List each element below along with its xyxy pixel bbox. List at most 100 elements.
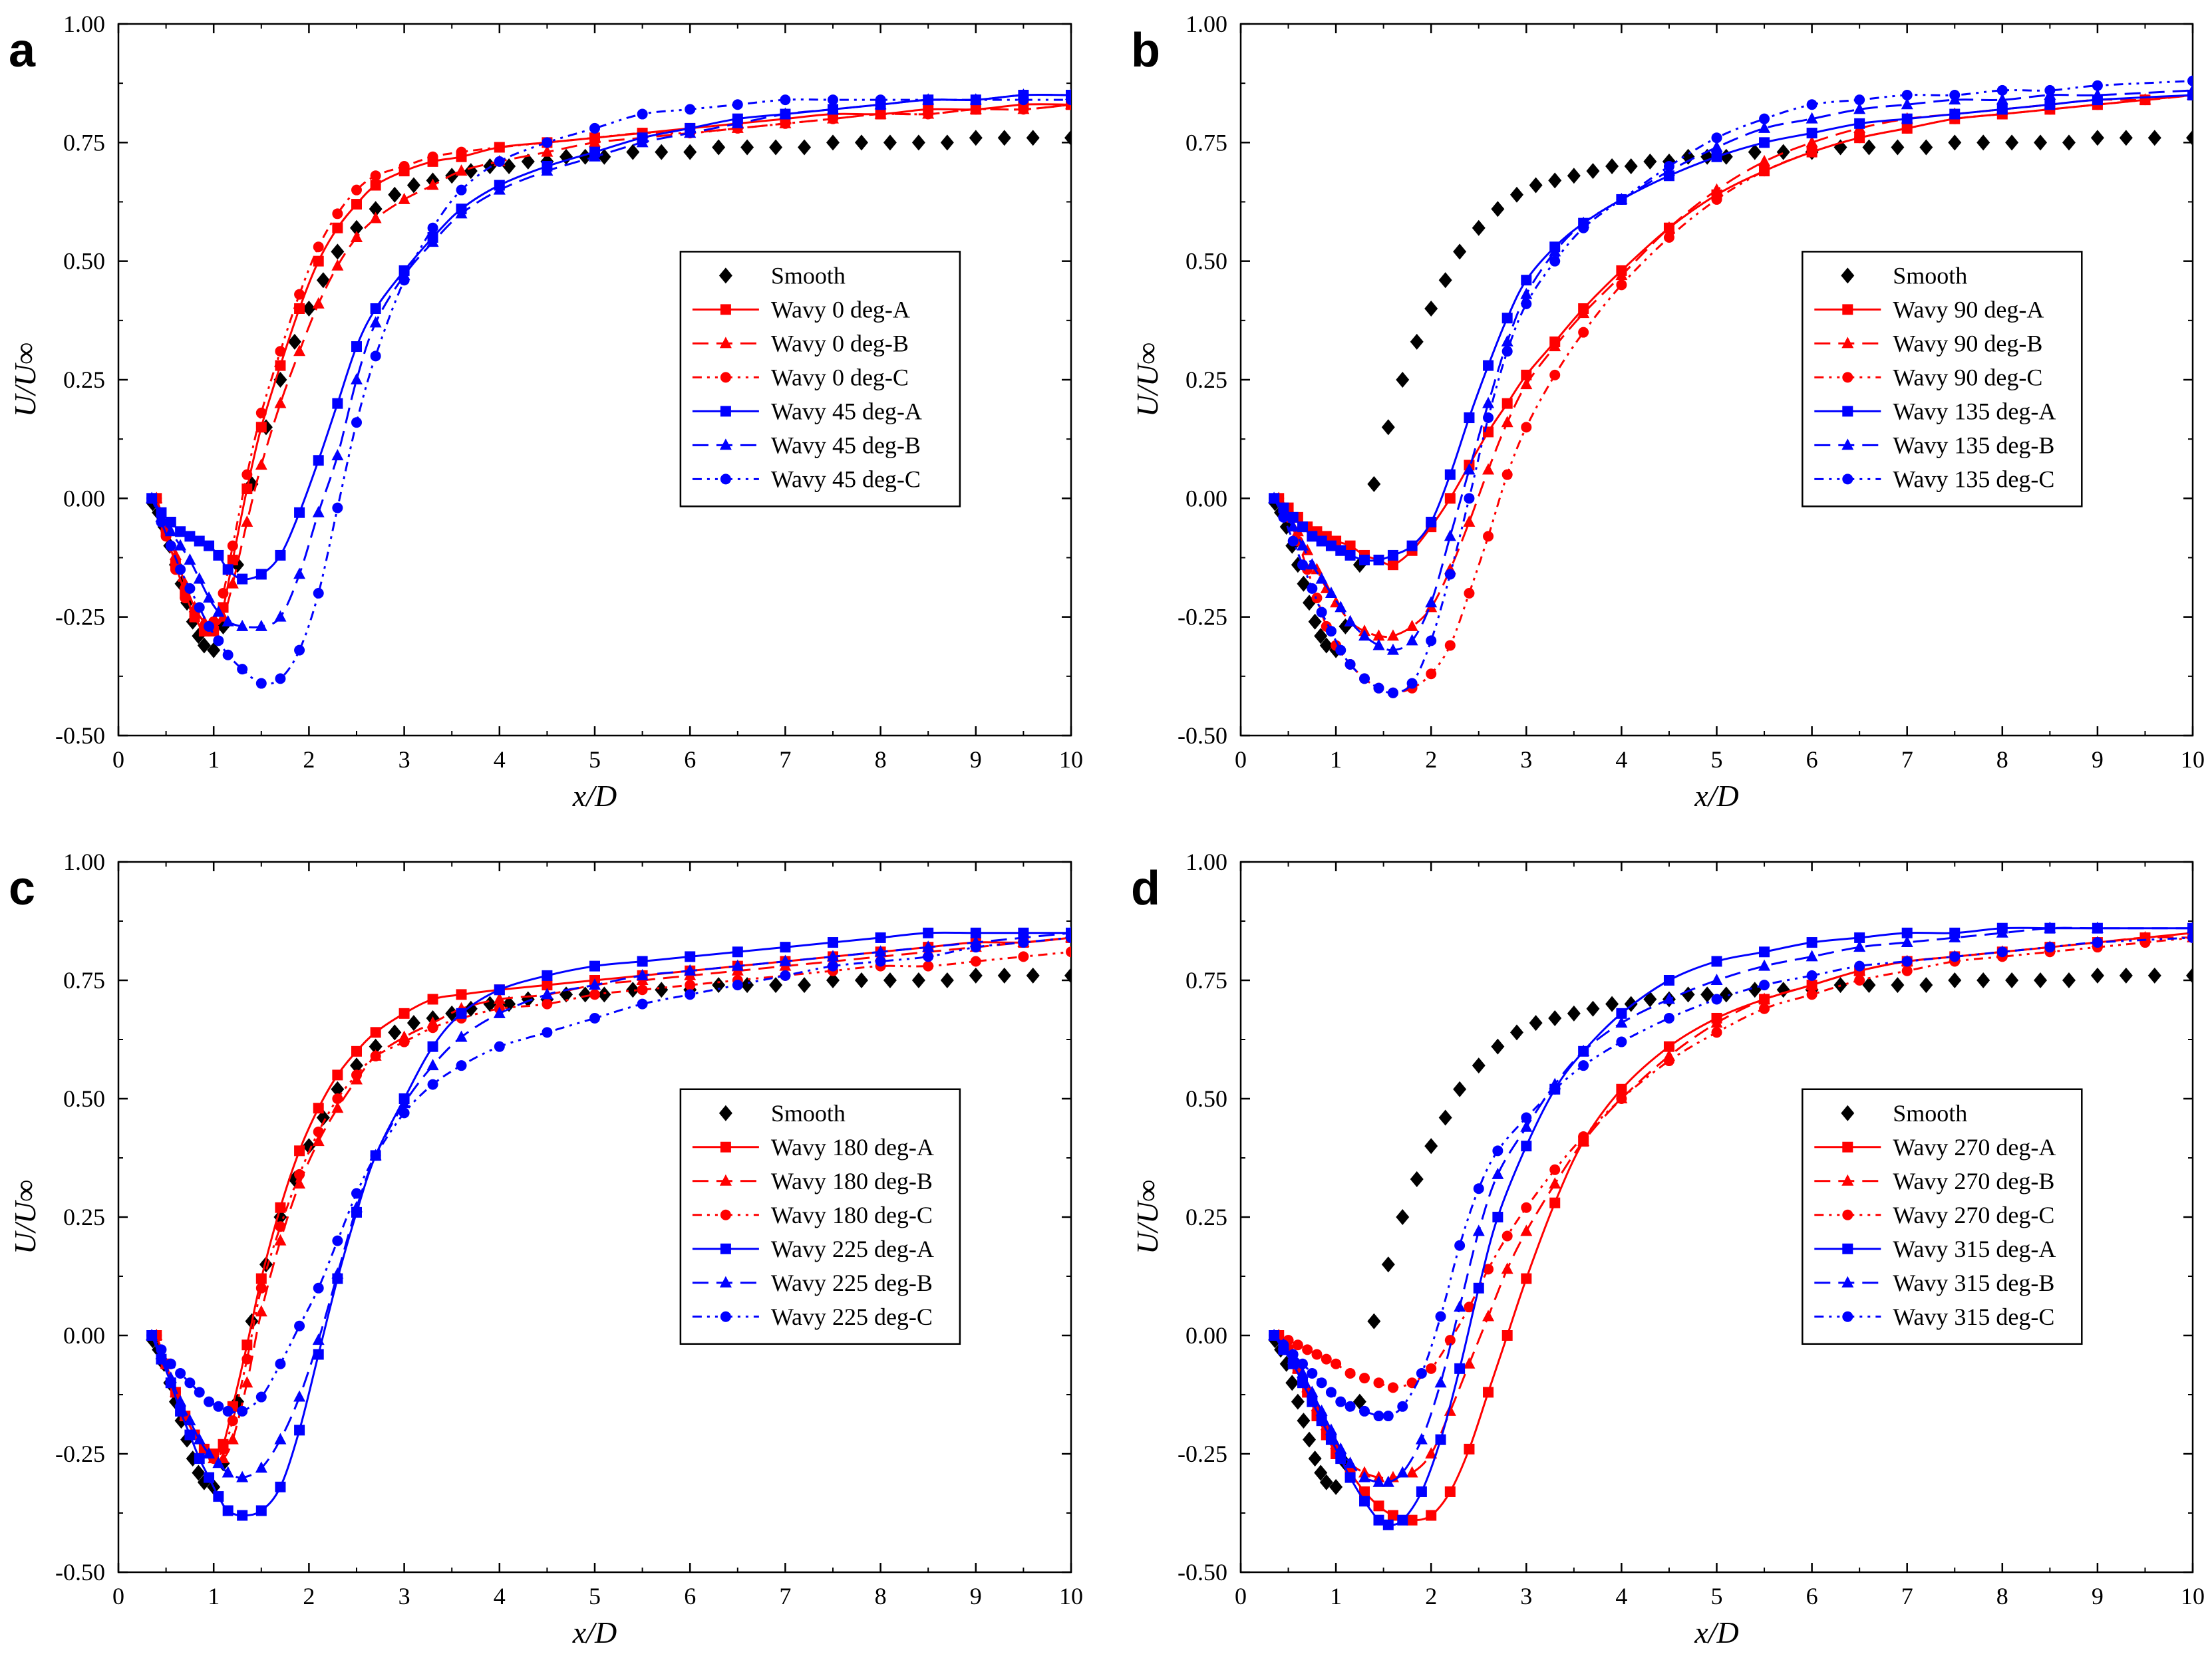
data-point xyxy=(184,1429,196,1441)
data-point xyxy=(456,184,467,196)
data-point xyxy=(274,610,287,622)
data-point xyxy=(1026,130,1040,146)
data-point xyxy=(1616,279,1627,291)
data-point xyxy=(1509,1024,1523,1041)
legend-label: Wavy 180 deg-C xyxy=(771,1202,933,1228)
data-point xyxy=(1438,1109,1452,1126)
data-point xyxy=(685,989,696,1000)
data-point xyxy=(494,984,505,996)
legend-label: Wavy 315 deg-A xyxy=(1893,1236,2056,1262)
data-point xyxy=(222,1505,234,1516)
data-point xyxy=(2090,130,2104,146)
data-point xyxy=(589,1012,600,1024)
data-point xyxy=(1473,1183,1484,1194)
legend-item: Wavy 180 deg-A xyxy=(692,1134,934,1161)
data-point xyxy=(1382,1475,1394,1487)
data-point xyxy=(197,637,211,654)
data-point xyxy=(2186,967,2193,984)
x-tick-label: 6 xyxy=(1806,746,1818,773)
data-point xyxy=(1064,130,1071,146)
x-tick-label: 9 xyxy=(970,1583,982,1609)
data-point xyxy=(1681,148,1695,165)
data-point xyxy=(226,1433,239,1445)
plot-area xyxy=(146,926,1071,1521)
legend-item: Wavy 0 deg-B xyxy=(692,330,909,356)
data-point xyxy=(1663,1041,1674,1052)
data-point xyxy=(2147,967,2161,984)
data-point xyxy=(1854,132,1865,144)
x-tick-label: 8 xyxy=(1996,746,2008,773)
data-point xyxy=(626,144,640,160)
data-point xyxy=(1314,628,1328,644)
data-point xyxy=(798,977,812,994)
data-point xyxy=(1397,1401,1408,1412)
data-point xyxy=(1444,529,1456,541)
data-point xyxy=(388,1024,402,1041)
data-point xyxy=(1901,936,1913,948)
data-point xyxy=(1663,232,1674,243)
data-point xyxy=(483,996,497,1012)
data-point xyxy=(1373,682,1384,694)
data-point xyxy=(1426,668,1437,680)
data-point xyxy=(212,1456,225,1468)
data-point xyxy=(1316,1377,1327,1389)
data-point xyxy=(146,1330,158,1341)
data-point xyxy=(180,593,191,604)
chart-panel-c: c 0 1 2 3 4 5 6 7 8 9 10 -0.50 -0.25 0.00 0.25 0.50 0.75 1… xyxy=(8,849,1083,1649)
legend-marker xyxy=(719,1174,732,1186)
data-point xyxy=(369,316,382,328)
legend-item: Wavy 270 deg-B xyxy=(1814,1168,2054,1194)
data-point xyxy=(1416,1486,1427,1497)
data-point xyxy=(406,177,420,194)
y-tick-label: -0.25 xyxy=(55,1441,105,1467)
data-point xyxy=(780,970,791,981)
data-point xyxy=(227,1415,238,1427)
data-point xyxy=(589,132,600,144)
data-point xyxy=(1287,535,1299,547)
data-point xyxy=(1949,90,1961,100)
x-tick-label: 10 xyxy=(2181,1583,2205,1609)
data-point xyxy=(1454,1363,1466,1374)
data-point xyxy=(1806,128,1817,139)
data-point xyxy=(293,345,306,356)
data-point xyxy=(1711,1027,1722,1038)
panel-letter: b xyxy=(1131,24,1160,77)
data-point xyxy=(184,1414,196,1426)
data-point xyxy=(313,241,324,253)
x-tick-label: 5 xyxy=(1711,1583,1723,1609)
legend-marker xyxy=(719,1276,732,1288)
data-point xyxy=(1758,959,1771,971)
legend-item: Wavy 270 deg-A xyxy=(1814,1134,2056,1161)
data-point xyxy=(165,517,176,527)
data-point xyxy=(1344,549,1356,561)
data-point xyxy=(1492,1167,1504,1179)
legend-marker xyxy=(720,1209,731,1220)
x-tick-label: 0 xyxy=(1235,1583,1247,1609)
y-axis-label: U/U∞ xyxy=(8,1180,42,1254)
data-point xyxy=(854,972,868,988)
data-point xyxy=(456,1008,467,1019)
data-point xyxy=(923,960,934,972)
x-tick-label: 10 xyxy=(1059,746,1083,773)
data-point xyxy=(1426,1510,1437,1521)
legend-label: Wavy 315 deg-B xyxy=(1893,1270,2054,1296)
legend-label: Wavy 315 deg-C xyxy=(1893,1304,2054,1330)
data-point xyxy=(1643,991,1657,1008)
data-point xyxy=(1335,545,1346,556)
data-point xyxy=(369,201,383,217)
data-point xyxy=(2139,94,2151,106)
data-point xyxy=(287,333,301,350)
data-point xyxy=(828,113,838,124)
data-point xyxy=(1483,531,1494,542)
data-point xyxy=(1482,463,1495,475)
data-point xyxy=(426,1059,439,1071)
data-point xyxy=(1759,137,1770,148)
y-axis-label: U/U∞ xyxy=(1130,1180,1164,1254)
data-point xyxy=(237,664,248,675)
data-point xyxy=(1314,1464,1328,1481)
data-point xyxy=(1434,1376,1447,1388)
data-point xyxy=(1373,1514,1384,1526)
data-point xyxy=(1521,1112,1532,1123)
data-point xyxy=(455,207,468,219)
data-point xyxy=(312,1333,325,1345)
